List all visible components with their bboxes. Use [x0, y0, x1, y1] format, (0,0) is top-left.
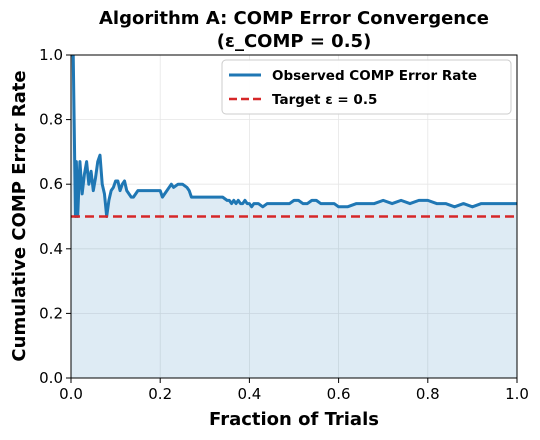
chart-title: Algorithm A: COMP Error Convergence: [99, 8, 489, 29]
x-tick-label: 0.2: [148, 385, 172, 403]
x-tick-label: 0.8: [416, 385, 440, 403]
x-tick-label: 0.0: [59, 385, 83, 403]
axes-frame: [70, 54, 518, 379]
legend-label-observed: Observed COMP Error Rate: [272, 68, 477, 84]
y-tick-label: 0.8: [39, 111, 63, 129]
series-fill-area: [71, 55, 517, 378]
y-axis-label: Cumulative COMP Error Rate: [9, 70, 30, 361]
series-line-observed: [71, 55, 517, 218]
legend-label-target: Target ε = 0.5: [272, 92, 377, 108]
y-tick-label: 0.4: [39, 240, 63, 258]
legend-box: [221, 59, 512, 115]
x-tick-label: 0.6: [327, 385, 351, 403]
x-axis-label: Fraction of Trials: [209, 409, 379, 430]
y-tick-label: 0.0: [39, 369, 63, 387]
y-tick-label: 1.0: [39, 46, 63, 64]
y-tick-label: 0.2: [39, 304, 63, 322]
x-tick-label: 0.4: [237, 385, 261, 403]
chart-subtitle: (ε_COMP = 0.5): [217, 31, 372, 52]
y-tick-label: 0.6: [39, 175, 63, 193]
x-tick-label: 1.0: [505, 385, 529, 403]
plot-area: 0.0 0.2 0.4 0.6 0.8 1.0 0.0 0.2 0.4 0.6 0.8 1.0 Obse…: [39, 46, 529, 403]
